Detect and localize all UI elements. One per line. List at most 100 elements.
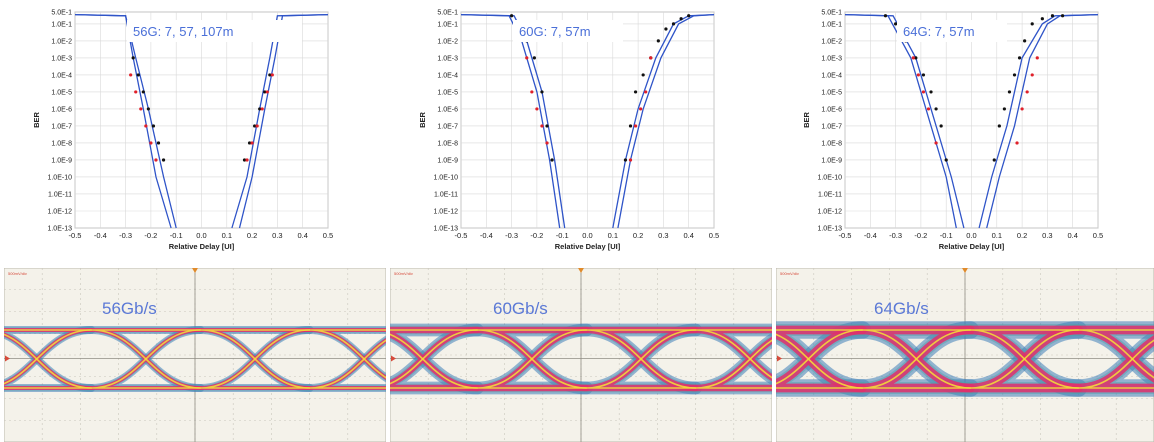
red-data-point — [649, 56, 653, 60]
black-data-point — [687, 14, 691, 18]
red-data-point — [545, 141, 549, 145]
red-data-point — [934, 141, 938, 145]
x-tick-label: 0.2 — [1017, 231, 1027, 240]
x-tick-label: -0.4 — [864, 231, 877, 240]
x-tick-label: 0.0 — [966, 231, 976, 240]
red-data-point — [265, 90, 269, 94]
black-data-point — [934, 107, 938, 111]
x-tick-label: -0.3 — [889, 231, 902, 240]
black-data-point — [156, 141, 161, 145]
x-tick-label: -0.5 — [455, 231, 468, 240]
eye-trace — [776, 329, 1154, 389]
red-data-point — [633, 124, 638, 128]
y-tick-label: 1.0E-2 — [51, 38, 72, 45]
x-tick-label: 0.3 — [272, 231, 282, 240]
y-tick-label: 1.0E-7 — [821, 123, 842, 130]
chart-label-box — [513, 20, 623, 42]
x-axis-title: Relative Delay [UI] — [169, 242, 235, 251]
x-tick-label: -0.1 — [556, 231, 569, 240]
chart-label: 56G: 7, 57, 107m — [133, 24, 233, 39]
x-tick-label: 0.2 — [633, 231, 643, 240]
y-tick-label: 1.0E-9 — [821, 157, 842, 164]
y-tick-label: 5.0E-1 — [437, 10, 458, 17]
y-tick-label: 1.0E-13 — [47, 226, 72, 233]
y-tick-label: 1.0E-13 — [817, 226, 842, 233]
channel-level-marker — [777, 355, 782, 362]
x-tick-label: -0.1 — [940, 231, 953, 240]
black-data-point — [151, 124, 156, 128]
x-tick-label: -0.4 — [94, 231, 107, 240]
red-data-point — [134, 90, 138, 94]
red-data-point — [525, 56, 529, 60]
black-data-point — [992, 158, 996, 162]
black-data-point — [914, 56, 918, 60]
black-data-point — [247, 141, 252, 145]
red-data-point — [250, 141, 254, 145]
y-tick-label: 1.0E-6 — [51, 106, 72, 113]
ber-chart-60g: -0.5 -0.4 -0.3 -0.2 -0.1 0.0 0.1 0.2 0.3 0.4 0.5 5.… — [416, 0, 736, 258]
y-tick-label: 1.0E-10 — [817, 174, 842, 181]
channel-level-marker — [5, 355, 10, 362]
x-axis-title: Relative Delay [UI] — [555, 242, 621, 251]
x-tick-label: 0.4 — [683, 231, 693, 240]
y-tick-label: 1.0E-10 — [47, 174, 72, 181]
black-data-point — [263, 90, 267, 94]
black-data-point — [679, 17, 683, 21]
black-data-point — [131, 56, 135, 60]
y-tick-label: 1.0E-2 — [821, 38, 842, 45]
black-data-point — [929, 90, 933, 94]
x-tick-label: 0.5 — [1093, 231, 1103, 240]
red-data-point — [540, 124, 544, 128]
black-data-point — [1007, 90, 1012, 94]
y-tick-label: 1.0E-12 — [433, 208, 458, 215]
y-tick-label: 1.0E-10 — [433, 174, 458, 181]
red-data-point — [1015, 141, 1019, 145]
eye-diagram-64g: 500mV/div 64Gb/s — [776, 268, 1154, 442]
red-data-point — [139, 107, 143, 111]
black-data-point — [1017, 56, 1022, 60]
red-data-point — [154, 158, 158, 162]
channel-level-marker — [391, 355, 396, 362]
x-tick-label: 0.4 — [1067, 231, 1077, 240]
x-tick-label: 0.5 — [323, 231, 333, 240]
y-tick-label: 1.0E-5 — [51, 89, 72, 96]
red-data-point — [921, 90, 926, 94]
ber-chart-56g: -0.5 -0.4 -0.3 -0.2 -0.1 0.0 0.1 0.2 0.3 0.4 0.5 5.… — [30, 0, 350, 258]
black-data-point — [532, 56, 536, 60]
black-data-point — [141, 90, 145, 94]
x-axis-title: Relative Delay [UI] — [939, 242, 1005, 251]
black-data-point — [628, 124, 633, 128]
y-tick-label: 1.0E-3 — [821, 55, 842, 62]
x-tick-label: -0.5 — [839, 231, 852, 240]
black-data-point — [258, 107, 262, 111]
red-data-point — [530, 90, 534, 94]
x-tick-label: -0.4 — [480, 231, 493, 240]
y-tick-label: 1.0E-6 — [821, 106, 842, 113]
y-tick-label: 5.0E-1 — [51, 10, 72, 17]
black-data-point — [671, 22, 676, 26]
x-tick-label: -0.3 — [505, 231, 518, 240]
fit-curve — [74, 13, 172, 229]
red-data-point — [639, 107, 643, 111]
ber-chart-64g: -0.5 -0.4 -0.3 -0.2 -0.1 0.0 0.1 0.2 0.3 0.4 0.5 5.… — [800, 0, 1120, 258]
red-data-point — [149, 141, 153, 145]
black-data-point — [242, 158, 247, 162]
y-tick-label: 1.0E-1 — [51, 21, 72, 28]
red-data-point — [628, 158, 633, 162]
eye-trace — [4, 329, 386, 389]
eye-trace — [390, 329, 772, 389]
black-data-point — [623, 158, 628, 162]
black-data-point — [550, 158, 554, 162]
trigger-marker — [962, 268, 968, 273]
y-tick-label: 1.0E-8 — [821, 140, 842, 147]
black-data-point — [146, 107, 150, 111]
y-tick-label: 1.0E-6 — [437, 106, 458, 113]
x-tick-label: 0.1 — [222, 231, 232, 240]
chart-label-box — [897, 20, 1007, 42]
black-data-point — [1050, 14, 1055, 18]
red-data-point — [144, 124, 148, 128]
black-data-point — [1040, 17, 1044, 21]
black-data-point — [253, 124, 257, 128]
red-data-point — [129, 73, 133, 77]
x-tick-label: 0.4 — [297, 231, 307, 240]
